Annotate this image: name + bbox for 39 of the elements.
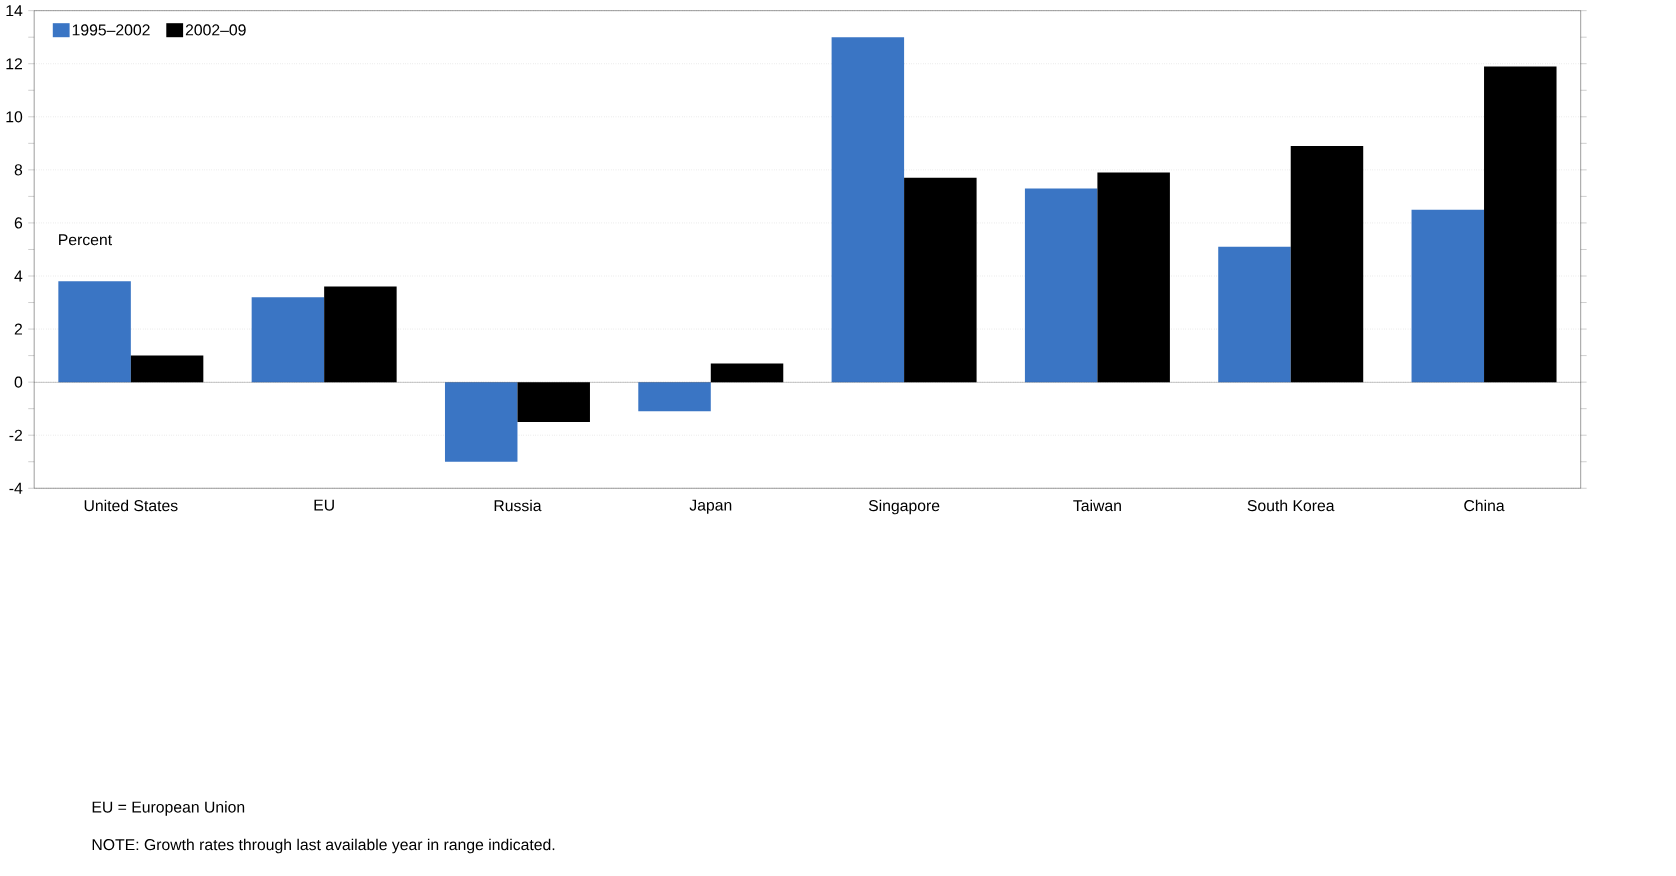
bar	[1290, 146, 1364, 383]
bar	[251, 297, 325, 383]
y-tick-label: 6	[14, 217, 23, 229]
y-tick-label: 10	[6, 111, 23, 123]
x-tick-label: China	[1464, 499, 1505, 512]
legend-label: 1995–2002	[72, 24, 150, 36]
y-tick-label: 2	[14, 323, 22, 335]
y-tick-label: 8	[14, 164, 23, 176]
legend-label: 2002–09	[185, 24, 246, 36]
bar	[831, 37, 905, 383]
y-tick-label: 0	[14, 376, 23, 388]
bar	[904, 177, 977, 383]
bar	[1024, 188, 1098, 383]
y-tick-label: -4	[9, 483, 23, 494]
x-tick-label: United States	[84, 499, 178, 512]
bar	[710, 363, 784, 383]
y-tick-label: -2	[9, 429, 22, 441]
x-tick-label: EU	[314, 499, 334, 511]
x-tick-label: Japan	[689, 499, 732, 514]
text: EU = European Union	[92, 801, 245, 816]
x-tick-label: South Korea	[1247, 499, 1335, 512]
bar	[1097, 172, 1170, 383]
bar	[638, 382, 711, 412]
y-tick-label: 14	[6, 5, 23, 17]
bar	[130, 355, 204, 383]
bar	[1484, 66, 1557, 383]
bar	[444, 382, 518, 462]
bar	[1411, 209, 1485, 383]
bar	[58, 281, 131, 383]
y-axis-title: Percent	[59, 234, 112, 246]
y-tick-label: 12	[6, 58, 22, 70]
bar	[1218, 246, 1291, 383]
text: NOTE: Growth rates through last available year in range indicated.	[92, 838, 555, 854]
x-tick-label: Singapore	[868, 499, 940, 515]
bar	[324, 286, 397, 383]
x-tick-label: Taiwan	[1073, 499, 1121, 512]
x-tick-label: Russia	[494, 499, 542, 512]
bar	[517, 382, 590, 423]
y-tick-label: 4	[14, 270, 23, 282]
